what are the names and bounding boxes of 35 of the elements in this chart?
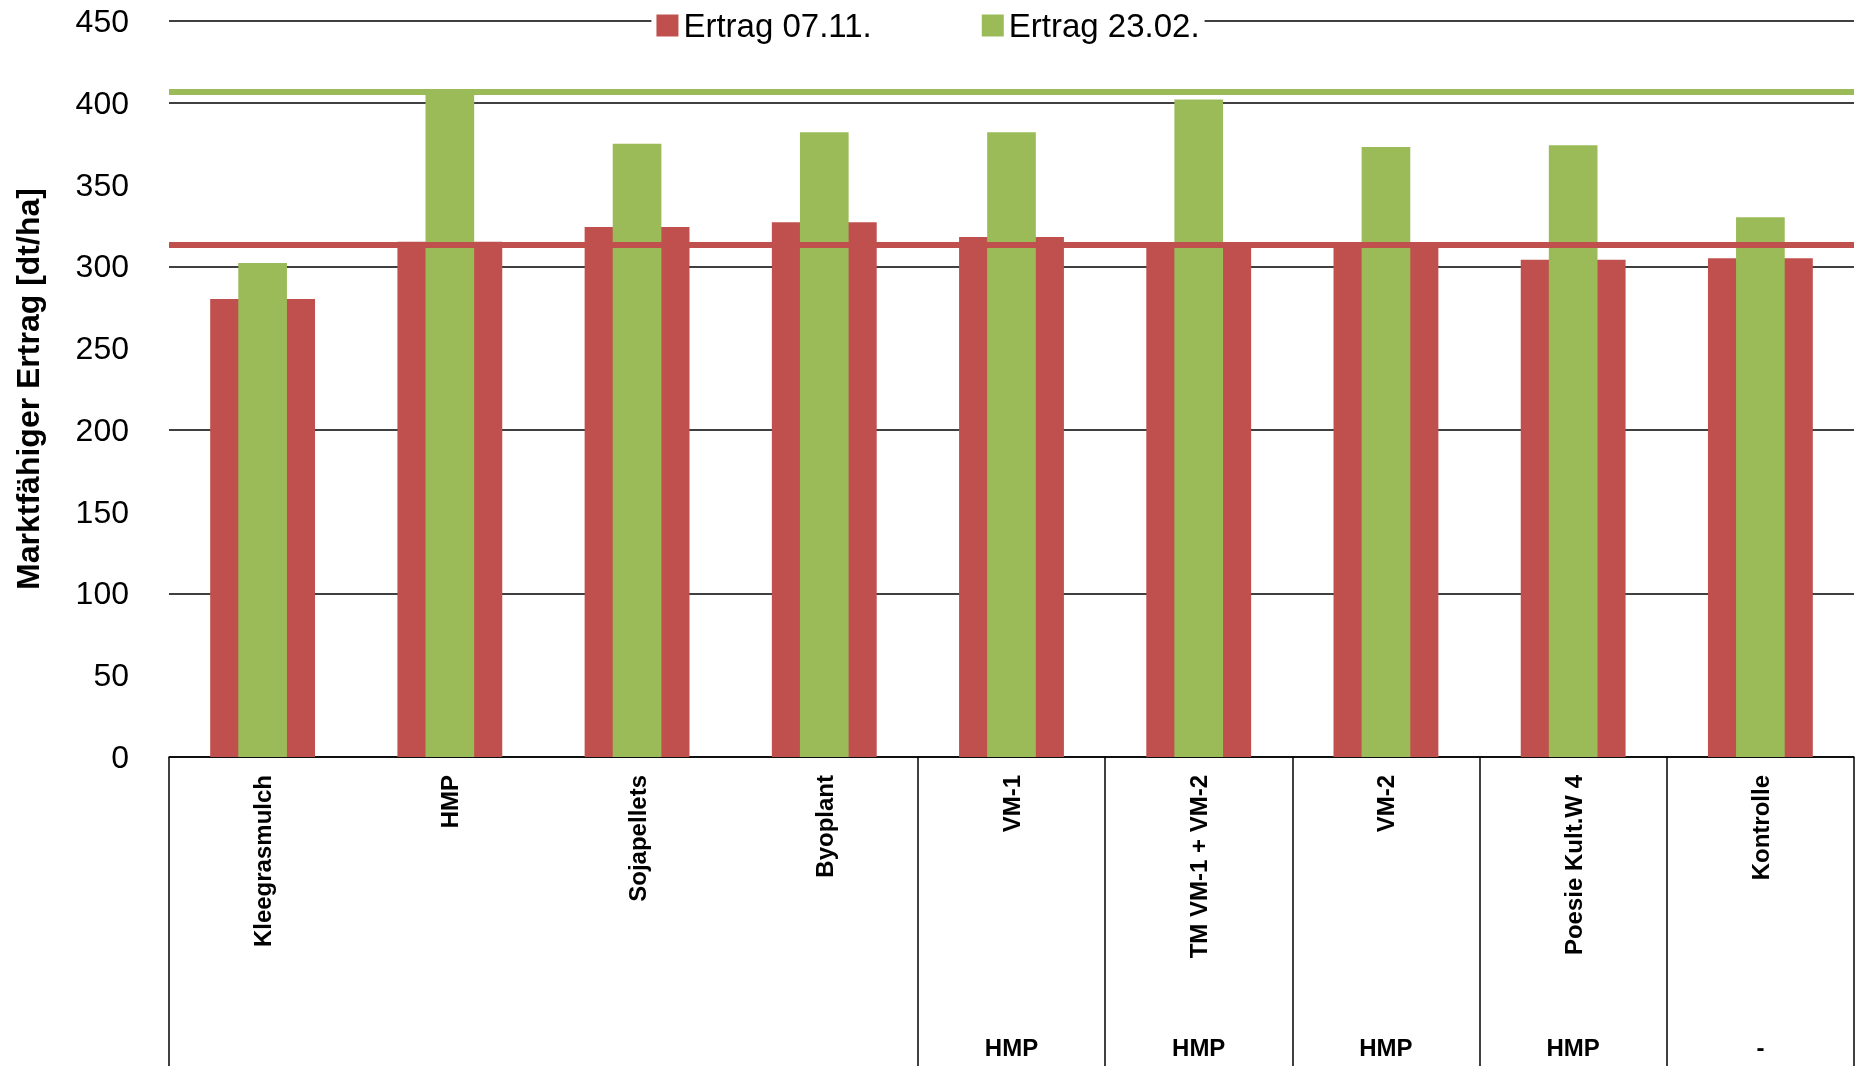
y-tick-label: 250 — [75, 330, 129, 367]
y-tick-label: 400 — [75, 84, 129, 121]
y-axis-title: Marktfähiger Ertrag [dt/ha] — [10, 188, 46, 590]
y-tick-label: 300 — [75, 248, 129, 285]
bar — [1174, 99, 1224, 757]
y-tick-label: 450 — [75, 3, 129, 39]
y-tick-label: 0 — [111, 739, 129, 775]
bar — [1548, 145, 1598, 757]
legend-label: Ertrag 23.02. — [1008, 7, 1200, 44]
text: HMP — [984, 1033, 1039, 1061]
x-tick-label: VM-1 — [998, 775, 1025, 833]
y-tick-label: 350 — [75, 166, 129, 203]
bar — [987, 132, 1036, 757]
y-tick-label: 150 — [75, 493, 129, 530]
y-tick-label: 50 — [93, 657, 129, 694]
bar — [238, 263, 287, 757]
y-tick-label: 200 — [75, 411, 129, 448]
bar — [799, 132, 849, 757]
bar — [612, 143, 662, 757]
text: - — [1756, 1033, 1765, 1061]
y-tick-label: 100 — [75, 575, 129, 612]
text: HMP — [1172, 1033, 1226, 1061]
x-tick-label: TM VM-1 + VM-2 — [1185, 775, 1213, 959]
x-tick-label: VM-2 — [1372, 775, 1400, 833]
x-tick-label: Sojapellets — [623, 775, 651, 902]
x-tick-label: HMP — [436, 775, 464, 829]
x-tick-label: Byoplant — [810, 775, 838, 878]
x-tick-label: Kontrolle — [1746, 775, 1774, 881]
bar — [1361, 146, 1411, 757]
x-tick-label: Poesie Kult.W 4 — [1559, 774, 1587, 956]
x-tick-label: Kleegrasmulch — [249, 775, 277, 948]
text: HMP — [1359, 1033, 1413, 1061]
legend-label: Ertrag 07.11. — [683, 7, 872, 44]
bar — [1736, 217, 1785, 757]
text: HMP — [1546, 1033, 1600, 1061]
